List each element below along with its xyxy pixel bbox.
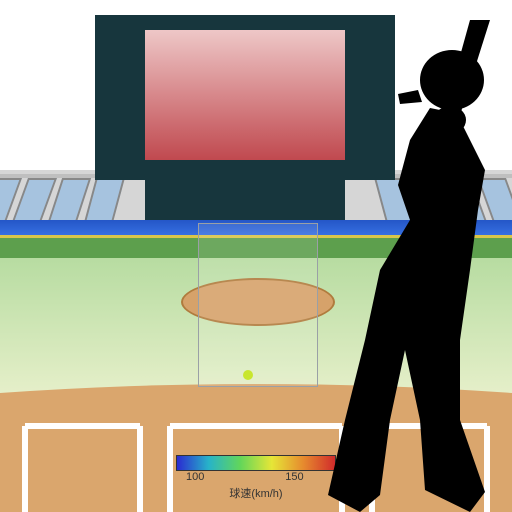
velocity-legend: 100 150 球速(km/h)	[176, 455, 336, 501]
pitch-dot	[243, 370, 253, 380]
strike-zone	[198, 223, 318, 387]
legend-tick: 100	[186, 471, 204, 483]
legend-tick: 150	[285, 471, 303, 483]
legend-ticks: 100 150	[176, 471, 336, 485]
legend-label: 球速(km/h)	[176, 485, 336, 501]
legend-colorbar	[176, 455, 336, 471]
